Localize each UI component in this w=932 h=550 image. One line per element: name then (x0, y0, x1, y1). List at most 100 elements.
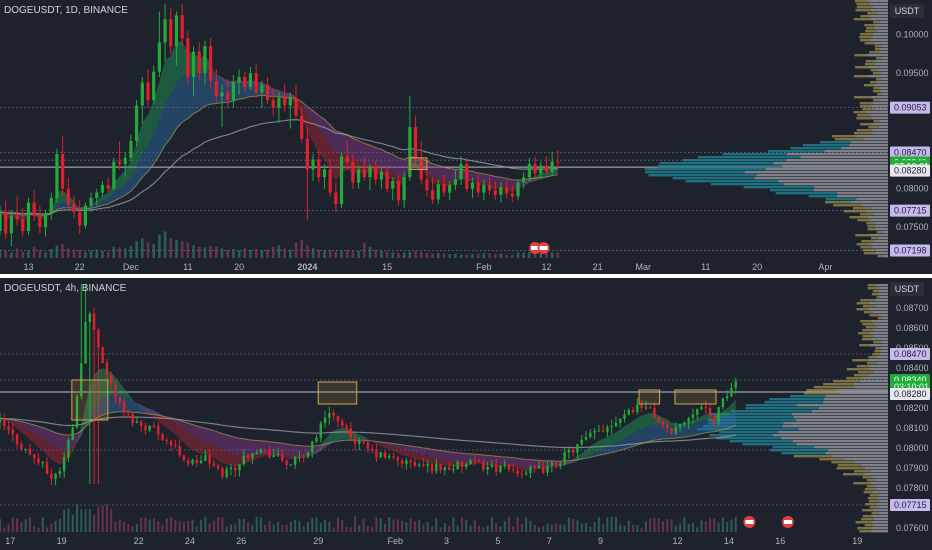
candle (516, 470, 519, 475)
volume-profile-bar (862, 335, 874, 338)
volume-bar (632, 524, 635, 532)
ema-ribbon-slow (301, 101, 308, 114)
volume-profile-bar (860, 123, 871, 126)
volume-bar (357, 251, 360, 258)
volume-bar (734, 516, 737, 532)
volume-bar (388, 516, 391, 532)
ema-ribbon-fast (363, 436, 368, 440)
candle (476, 182, 480, 193)
volume-profile-bar (874, 323, 888, 326)
volume-profile-bar (881, 57, 888, 60)
candle (512, 469, 515, 471)
daily-chart-canvas[interactable]: 0.100000.095000.085000.080000.075000.090… (0, 0, 932, 274)
volume-bar (539, 252, 543, 258)
volume-bar (175, 239, 178, 258)
volume-bar (563, 524, 566, 532)
volume-profile-bar (875, 284, 888, 287)
candle (554, 462, 558, 466)
ema-ribbon-fast (705, 414, 711, 420)
volume-profile-bar (875, 249, 888, 252)
volume-profile-bar (867, 497, 877, 500)
volume-bar (281, 524, 284, 532)
volume-profile-bar (874, 299, 888, 302)
volume-profile-bar (868, 500, 880, 503)
currency-button[interactable]: USDT (890, 4, 924, 18)
candle (161, 434, 164, 440)
chart-pane-4h[interactable]: DOGEUSDT, 4h, BINANCE USDT 0.08700 0.0860… (0, 278, 932, 550)
candle (58, 471, 62, 474)
volume-profile-bar (874, 27, 888, 30)
volume-profile-bar (867, 284, 876, 287)
ema-ribbon-slow (398, 157, 405, 177)
pane-separator[interactable] (0, 274, 932, 278)
candle (0, 211, 2, 232)
volume-profile-bar (862, 377, 888, 380)
ema-ribbon-slow (153, 410, 159, 416)
ema-ribbon-slow (436, 449, 441, 459)
candle (32, 202, 36, 216)
ema-ribbon-slow (526, 459, 531, 468)
ema-ribbon-fast (179, 425, 184, 443)
time-tick-label: Feb (387, 536, 403, 546)
ema-ribbon-fast (8, 420, 13, 425)
candle (358, 440, 361, 444)
price-tag (890, 146, 930, 159)
ema-ribbon-fast (367, 438, 373, 441)
ema-ribbon-fast (324, 135, 331, 171)
ema-ribbon-slow (170, 83, 177, 138)
volume-bar (542, 525, 545, 532)
volume-bar (721, 517, 724, 532)
volume-profile-bar (697, 156, 801, 159)
candle (640, 404, 643, 408)
time-tick-label: 7 (547, 536, 552, 546)
ema-ribbon-slow (432, 163, 439, 178)
price-tick-label: 0.08400 (896, 363, 929, 373)
candle (370, 448, 374, 450)
volume-profile-bar (868, 126, 879, 129)
price-tag-label: 0.09053 (894, 103, 927, 113)
volume-profile-bar (823, 383, 854, 386)
volume-profile-bar (861, 518, 874, 521)
candle (302, 456, 305, 458)
volume-profile-bar (882, 93, 888, 96)
candle (448, 184, 452, 193)
volume-profile-bar (866, 479, 876, 482)
candle (619, 418, 622, 424)
volume-bar (230, 524, 232, 532)
4h-chart-canvas[interactable]: 0.087000.086000.085000.084000.082000.081… (0, 278, 932, 550)
candle (122, 401, 126, 413)
volume-bar (215, 246, 218, 258)
currency-button[interactable]: USDT (890, 282, 924, 296)
candle (550, 161, 554, 172)
ema-ribbon-fast (607, 434, 612, 448)
ema-ribbon-fast (440, 458, 445, 466)
candle (550, 462, 553, 466)
volume-profile-bar (870, 81, 877, 84)
volume-bar (89, 251, 93, 258)
ema-ribbon-fast (641, 414, 646, 429)
volume-profile-bar (875, 347, 881, 350)
time-tick-label: 26 (236, 536, 246, 546)
candle (425, 179, 429, 191)
ema-ribbon-slow (654, 424, 659, 441)
volume-bar (97, 506, 100, 532)
volume-profile-bar (874, 45, 882, 48)
volume-profile-bar (824, 150, 888, 153)
candle (627, 410, 630, 415)
time-tick-label: 20 (752, 262, 762, 272)
time-tick-label: Dec (123, 262, 140, 272)
volume-bar (131, 526, 134, 532)
ema-ribbon-fast (427, 455, 433, 464)
volume-profile-bar (781, 165, 888, 168)
volume-bar (522, 252, 525, 258)
candle (208, 455, 211, 464)
volume-bar (713, 518, 716, 532)
candle (127, 412, 130, 414)
chart-pane-daily[interactable]: DOGEUSDT, 1D, BINANCE USDT 0.10000 0.0950… (0, 0, 932, 274)
candle (678, 424, 682, 428)
candle (674, 427, 678, 434)
volume-bar (11, 517, 14, 532)
volume-bar (323, 251, 326, 258)
candle (580, 439, 583, 445)
candle (97, 329, 100, 348)
